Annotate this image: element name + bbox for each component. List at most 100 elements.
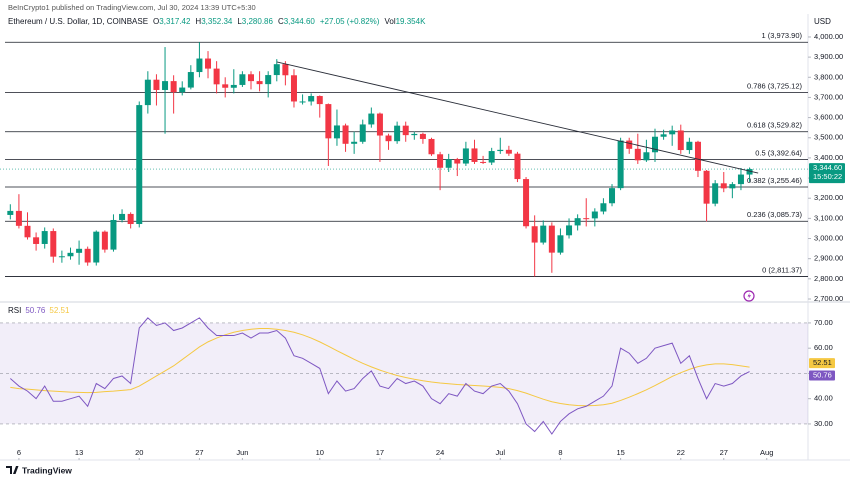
candle-body xyxy=(385,135,392,142)
y-tick-label: 40.00 xyxy=(814,394,833,403)
candle-body xyxy=(84,248,91,263)
x-tick-label: 13 xyxy=(75,448,83,457)
candle-body xyxy=(419,133,426,139)
candle-body xyxy=(136,105,143,225)
candle-body xyxy=(428,138,435,155)
y-tick-label: 60.00 xyxy=(814,343,833,352)
candle-body xyxy=(686,141,693,151)
fib-label: 0.618 (3,529.82) xyxy=(747,121,803,130)
y-tick-label: 2,800.00 xyxy=(814,274,843,283)
candle-body xyxy=(523,179,530,227)
candle-body xyxy=(24,225,31,238)
candle-body xyxy=(93,231,100,263)
trend-line xyxy=(276,61,759,174)
candle-body xyxy=(239,74,246,85)
fib-label: 0.5 (3,392.64) xyxy=(755,148,802,157)
candle-body xyxy=(119,213,126,220)
candle-body xyxy=(290,75,297,102)
candle-body xyxy=(282,64,289,76)
volume-key: Vol xyxy=(384,17,395,26)
rsi-title: RSI xyxy=(8,306,21,315)
countdown: 15:50:22 xyxy=(813,172,842,181)
candle-body xyxy=(557,235,564,253)
candle-body xyxy=(548,225,555,253)
change: +27.05 (+0.82%) xyxy=(320,17,380,26)
candle-body xyxy=(720,183,727,189)
candle-body xyxy=(359,124,366,142)
fib-label: 0.786 (3,725.12) xyxy=(747,81,803,90)
brand: TradingView xyxy=(22,465,72,475)
symbol-legend: Ethereum / U.S. Dollar, 1D, COINBASE O3,3… xyxy=(8,17,426,26)
candle-body xyxy=(222,84,229,88)
rsi-tag-bg xyxy=(809,358,835,369)
candle-body xyxy=(729,184,736,189)
x-tick-label: Jun xyxy=(236,448,248,457)
x-tick-label: 27 xyxy=(720,448,728,457)
candle-body xyxy=(454,159,461,164)
candle-body xyxy=(617,140,624,189)
rsi-legend-value: 52.51 xyxy=(49,306,70,315)
x-tick-label: 27 xyxy=(195,448,203,457)
candle-body xyxy=(230,84,237,88)
candle-body xyxy=(170,81,177,93)
candle-body xyxy=(626,140,633,149)
candle-body xyxy=(247,74,254,82)
candle-body xyxy=(205,58,212,69)
x-tick-label: 24 xyxy=(436,448,444,457)
y-tick-label: 3,900.00 xyxy=(814,52,843,61)
candle-body xyxy=(394,125,401,142)
x-tick-label: 10 xyxy=(316,448,324,457)
y-tick-label: 30.00 xyxy=(814,419,833,428)
candle-body xyxy=(316,96,323,105)
candle-body xyxy=(368,113,375,125)
candle-body xyxy=(462,148,469,164)
candle-body xyxy=(574,218,581,226)
candle-body xyxy=(101,231,108,250)
candle-body xyxy=(333,125,340,139)
candle-body xyxy=(634,148,641,161)
candle-body xyxy=(583,218,590,220)
candle-body xyxy=(746,169,753,175)
candle-body xyxy=(351,141,358,144)
y-tick-label: 2,700.00 xyxy=(814,294,843,303)
candle-body xyxy=(162,81,169,90)
candle-body xyxy=(144,79,151,106)
y-tick-label: 4,000.00 xyxy=(814,32,843,41)
candle-body xyxy=(480,161,487,163)
candle-body xyxy=(505,149,512,154)
y-tick-label: 3,100.00 xyxy=(814,213,843,222)
publisher: BeInCrypto1 published on TradingView.com… xyxy=(8,3,256,12)
candle-body xyxy=(566,225,573,236)
candle-body xyxy=(445,159,452,168)
ohlc-key: C xyxy=(278,17,284,26)
x-tick-label: Jul xyxy=(495,448,505,457)
candle-body xyxy=(737,174,744,185)
y-tick-label: 3,200.00 xyxy=(814,193,843,202)
candle-body xyxy=(643,152,650,161)
x-tick-label: Aug xyxy=(760,448,773,457)
y-tick-label: 3,400.00 xyxy=(814,153,843,162)
fib-label: 0.236 (3,085.73) xyxy=(747,210,803,219)
fib-label: 1 (3,973.90) xyxy=(762,31,803,40)
candle-body xyxy=(411,133,418,136)
symbol: Ethereum / U.S. Dollar, 1D, COINBASE xyxy=(8,17,148,26)
candle-body xyxy=(58,256,65,258)
candle-body xyxy=(376,113,383,136)
rsi-tag: 50.76 xyxy=(813,370,832,379)
alert-icon xyxy=(743,290,755,302)
x-tick-label: 17 xyxy=(376,448,384,457)
x-tick-label: 22 xyxy=(677,448,685,457)
price-tag: 3,344.60 xyxy=(813,163,842,172)
candle-body xyxy=(677,130,684,151)
currency: USD xyxy=(814,17,831,26)
candle-body xyxy=(497,149,504,152)
ohlc-key: O xyxy=(153,17,159,26)
candle-body xyxy=(41,231,48,244)
candle-body xyxy=(76,248,83,253)
candle-body xyxy=(308,96,315,102)
candle-body xyxy=(540,225,547,243)
candle-body xyxy=(660,134,667,137)
candle-body xyxy=(651,136,658,153)
